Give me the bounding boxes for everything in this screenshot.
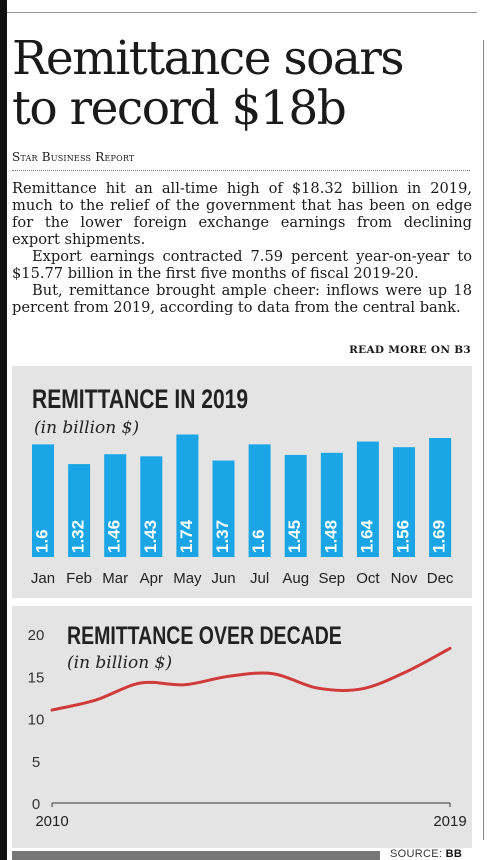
- bar-jul: [248, 444, 271, 557]
- headline-line-1: Remittance soars: [12, 31, 404, 86]
- bar-chart-subtitle: (in billion $): [34, 418, 140, 438]
- bar-value-label: 1.46: [105, 520, 124, 553]
- bar-jun: [212, 460, 235, 557]
- bar-value-label: 1.69: [430, 520, 449, 553]
- paragraph-1: Remittance hit an all-time high of $18.3…: [12, 180, 472, 248]
- read-more-link[interactable]: READ MORE ON B3: [349, 344, 471, 356]
- bar-aug: [284, 454, 307, 557]
- bar-feb: [68, 464, 91, 557]
- y-tick-label: 15: [28, 669, 45, 686]
- article-body: Remittance hit an all-time high of $18.3…: [12, 180, 472, 316]
- x-tick-label: Mar: [102, 570, 128, 587]
- bar-mar: [104, 454, 127, 557]
- bar-value-label: 1.32: [69, 520, 88, 553]
- source-value: BB: [445, 848, 463, 860]
- x-tick-label: Jan: [31, 570, 55, 587]
- line-chart-title: REMITTANCE OVER DECADE: [67, 622, 342, 650]
- headline: Remittance soars to record $18b: [12, 34, 482, 134]
- footer-bar: [12, 851, 380, 860]
- bar-value-label: 1.45: [285, 520, 304, 553]
- y-tick-label: 10: [28, 712, 45, 729]
- series-line: [50, 646, 452, 712]
- x-tick-label: Aug: [282, 570, 309, 587]
- paragraph-3: But, remittance brought ample cheer: inf…: [12, 282, 472, 316]
- x-tick-label: Jun: [211, 570, 235, 587]
- bar-chart-plot: 1.6 Jan 1.32 Feb 1.46 Mar 1.43 Apr 1.74 May 1.37 Ju…: [31, 434, 454, 587]
- bar-value-label: 1.43: [141, 520, 160, 553]
- bar-value-label: 1.64: [357, 519, 376, 553]
- bar-apr: [140, 456, 163, 557]
- decade-remittance-chart: REMITTANCE OVER DECADE (in billion $) 0 5…: [12, 606, 472, 848]
- bar-oct: [356, 441, 379, 557]
- bar-dec: [429, 438, 452, 557]
- source-note: SOURCE: BB: [390, 848, 462, 860]
- source-label: SOURCE:: [390, 848, 443, 860]
- left-accent-bar: [0, 0, 7, 860]
- line-chart-plot: 0 5 10 15 20 2010 2019: [28, 627, 467, 830]
- y-tick-label: 5: [32, 754, 40, 771]
- x-tick-label: Feb: [66, 570, 92, 587]
- x-tick-label: Nov: [391, 570, 418, 587]
- x-tick-label: Jul: [250, 570, 269, 587]
- bar-value-label: 1.6: [32, 529, 51, 553]
- bar-value-label: 1.74: [177, 519, 196, 553]
- line-chart-subtitle: (in billion $): [67, 653, 173, 673]
- bar-jan: [32, 444, 54, 557]
- bar-value-label: 1.6: [249, 529, 268, 553]
- monthly-remittance-chart: REMITTANCE IN 2019 (in billion $) 1.6 Jan…: [12, 366, 472, 598]
- x-tick-label: 2010: [35, 813, 68, 830]
- bar-sep: [320, 452, 343, 557]
- bar-may: [176, 434, 199, 557]
- y-tick-label: 0: [32, 796, 40, 813]
- bar-value-label: 1.56: [393, 520, 412, 553]
- bar-value-label: 1.48: [321, 520, 340, 553]
- x-tick-label: 2019: [433, 813, 466, 830]
- x-tick-label: Sep: [318, 570, 345, 587]
- dotted-divider: [12, 170, 470, 171]
- x-tick-label: Oct: [356, 570, 380, 587]
- x-tick-label: Dec: [427, 570, 454, 587]
- headline-line-2: to record $18b: [12, 81, 347, 136]
- bar-value-label: 1.37: [213, 520, 232, 553]
- bar-chart-title: REMITTANCE IN 2019: [32, 384, 249, 414]
- top-rule: [7, 12, 477, 13]
- x-tick-label: May: [173, 570, 202, 587]
- y-tick-label: 20: [28, 627, 45, 644]
- paragraph-2: Export earnings contracted 7.59 percent …: [12, 248, 472, 282]
- bar-nov: [393, 447, 415, 557]
- byline: Star Business Report: [12, 150, 135, 164]
- x-tick-label: Apr: [140, 570, 163, 587]
- column-rule: [483, 40, 484, 840]
